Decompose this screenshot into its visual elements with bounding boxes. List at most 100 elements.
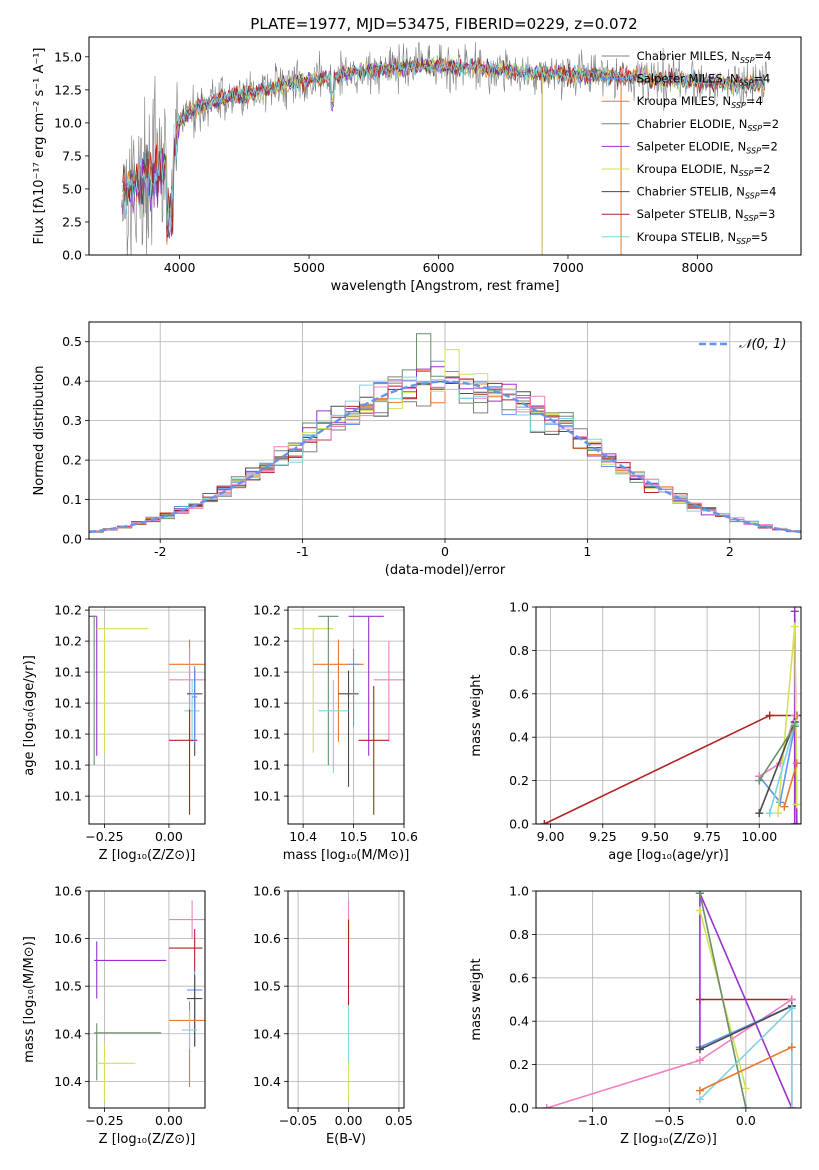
y-axis-label: Flux [fλ10⁻¹⁷ erg cm⁻² s⁻¹ A⁻¹] (32, 48, 47, 245)
legend-entry: Kroupa ELODIE, NSSP=2 (637, 162, 771, 178)
weight-point-marker (765, 809, 774, 818)
y-tick-label: 10.1 (54, 696, 82, 711)
x-tick-label: 9.25 (589, 829, 617, 844)
weight-point-marker (695, 1086, 704, 1095)
weight-point-marker (542, 1104, 551, 1108)
weight-series-line (699, 1005, 793, 1051)
weight-point-marker (790, 622, 799, 631)
y-tick-label: 0.6 (509, 970, 529, 985)
plot-frame (88, 321, 802, 540)
x-tick-label: 0.05 (385, 1113, 413, 1128)
weight-point-marker (540, 820, 549, 824)
legend-entry: Chabrier MILES, NSSP=4 (637, 49, 772, 65)
y-tick-label: 1.0 (509, 884, 529, 899)
y-tick-label: 10.6 (54, 884, 82, 899)
x-tick-label: 9.00 (537, 829, 565, 844)
weight-point-marker (792, 800, 801, 809)
weight-series-line (783, 762, 798, 807)
y-tick-label: 5.0 (62, 181, 82, 196)
y-tick-label: 10.1 (253, 789, 281, 804)
weight-point-marker (695, 1045, 704, 1054)
weight-point-marker (741, 1084, 750, 1093)
spectrum-panel: 4000 5000 6000 7000 8000 0.0 2.5 5.0 7.5 10.0 12.5… (32, 36, 802, 294)
x-axis-label: age [log₁₀(age/yr)] (608, 848, 729, 863)
x-axis-label: (data-model)/error (385, 563, 506, 578)
x-axis-label: Z [log₁₀(Z/Z⊙)] (99, 1132, 196, 1147)
plot-frame (535, 890, 802, 1109)
x-tick-label: −1.0 (577, 1113, 607, 1128)
x-tick-label: 6000 (423, 260, 455, 275)
x-tick-label: 1 (583, 544, 591, 559)
x-tick-label: 8000 (682, 260, 714, 275)
plot-frame (88, 606, 206, 825)
weight-point-marker (792, 759, 801, 768)
y-tick-label: 10.6 (54, 931, 82, 946)
y-tick-label: 10.4 (253, 1026, 281, 1041)
x-tick-label: -2 (154, 544, 166, 559)
weight-point-marker (695, 1056, 704, 1065)
y-tick-label: 10.1 (54, 758, 82, 773)
x-tick-label: 4000 (164, 260, 196, 275)
weight-series-line (768, 723, 796, 814)
weight-series-line (758, 721, 796, 814)
weight-vs-age-panel: 9.00 9.25 9.50 9.75 10.00 0.0 0.2 0.4 0.6 0.8 1.0 a… (469, 600, 802, 863)
y-tick-label: 10.5 (253, 979, 281, 994)
y-tick-label: 10.1 (253, 727, 281, 742)
x-tick-label: 10.00 (741, 829, 777, 844)
x-tick-label: 0 (441, 544, 449, 559)
weight-point-marker (790, 820, 799, 824)
x-tick-label: 9.50 (641, 829, 669, 844)
y-tick-label: 10.1 (54, 789, 82, 804)
y-tick-label: 0.2 (509, 773, 529, 788)
y-tick-label: 10.2 (54, 634, 82, 649)
y-tick-label: 0.2 (509, 1057, 529, 1072)
y-tick-label: 10.6 (253, 931, 281, 946)
weight-point-marker (790, 607, 799, 616)
y-tick-label: 0.4 (62, 374, 82, 389)
x-tick-label: 9.75 (693, 829, 721, 844)
weight-point-marker (755, 809, 764, 818)
y-tick-label: 0.0 (509, 817, 529, 832)
y-tick-label: 10.6 (253, 884, 281, 899)
y-tick-label: 10.1 (54, 665, 82, 680)
y-tick-label: 10.4 (54, 1026, 82, 1041)
y-tick-label: 0.8 (509, 927, 529, 942)
weight-point-marker (765, 711, 774, 720)
weight-point-marker (695, 1095, 704, 1104)
legend-entry: Salpeter MILES, NSSP=4 (637, 72, 771, 88)
x-axis-label: Z [log₁₀(Z/Z⊙)] (620, 1132, 717, 1147)
figure-title: PLATE=1977, MJD=53475, FIBERID=0229, z=0… (250, 15, 637, 33)
weight-point-marker (695, 891, 704, 898)
x-axis-label: wavelength [Angstrom, rest frame] (331, 279, 560, 294)
legend-entry: Kroupa MILES, NSSP=4 (637, 94, 763, 110)
x-tick-label: −0.5 (654, 1113, 684, 1128)
x-tick-label: −0.25 (85, 1113, 123, 1128)
plot-frame (287, 890, 405, 1109)
y-tick-label: 12.5 (54, 82, 82, 97)
y-tick-label: 10.0 (54, 115, 82, 130)
mass-vs-extinction-panel: −0.05 0.00 0.05 10.4 10.4 10.5 10.6 10.6 E(B-V) (253, 884, 413, 1148)
weight-point-marker (755, 776, 764, 785)
weight-series-line (758, 725, 796, 782)
plot-frame (287, 606, 405, 825)
y-tick-label: 0.4 (509, 1014, 529, 1029)
y-tick-label: 0.0 (62, 532, 82, 547)
age-vs-metallicity-panel: −0.25 0.00 10.1 10.1 10.1 10.1 10.1 10.2 10.2 Z [… (22, 603, 206, 863)
spectrum-series-line (122, 58, 622, 236)
y-tick-label: 10.1 (253, 665, 281, 680)
weight-point-marker (774, 809, 783, 818)
x-tick-label: 0.00 (335, 1113, 363, 1128)
weight-series-line (699, 1046, 793, 1092)
y-axis-label: Normed distribution (32, 366, 47, 496)
y-axis-label: mass weight (469, 674, 484, 756)
legend-entry: Salpeter STELIB, NSSP=3 (637, 207, 776, 223)
age-vs-mass-panel: 10.4 10.5 10.6 10.1 10.1 10.1 10.1 10.1 10.2 10.2… (253, 603, 418, 863)
y-tick-label: 0.6 (509, 686, 529, 701)
x-tick-label: −0.25 (85, 829, 123, 844)
x-tick-label: 10.5 (340, 829, 368, 844)
legend-entry: Chabrier ELODIE, NSSP=2 (637, 117, 779, 133)
y-tick-label: 1.0 (509, 600, 529, 615)
y-axis-label: mass [log₁₀(M/M⊙)] (22, 936, 37, 1063)
plot-frame (535, 606, 802, 825)
